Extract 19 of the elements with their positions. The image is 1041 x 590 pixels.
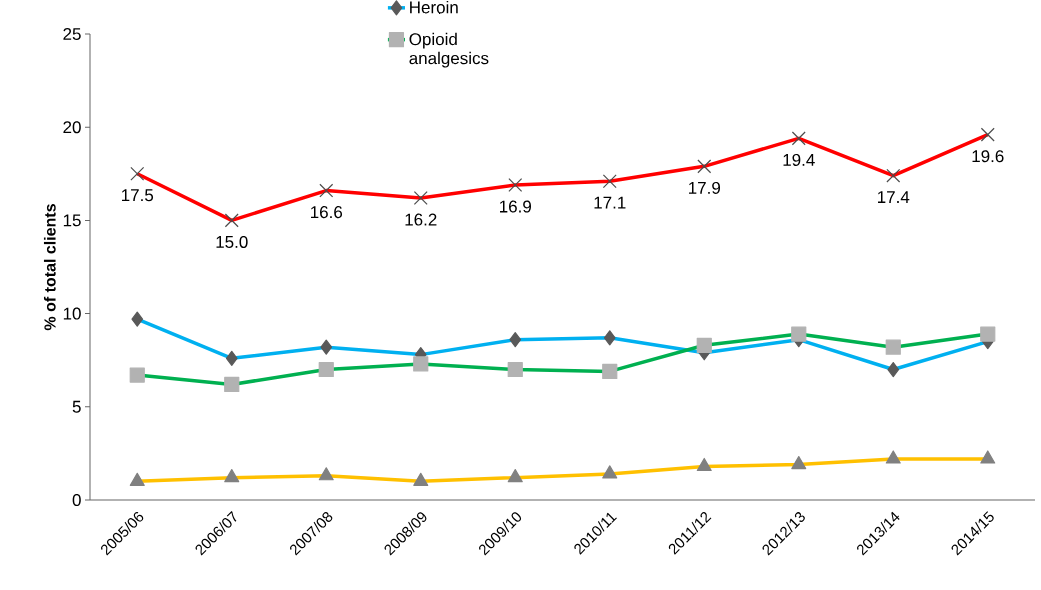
data-label: 19.4 — [783, 153, 815, 166]
data-label: 17.1 — [594, 196, 626, 209]
data-label: 17.4 — [878, 191, 910, 203]
y-tick-label: 20 — [63, 121, 81, 134]
y-tick-label: 25 — [63, 27, 81, 41]
y-tick-label: 15 — [63, 214, 81, 227]
data-label: 19.6 — [972, 150, 1004, 163]
legend-label: Opioid analgesics — [409, 32, 489, 68]
data-label: 16.2 — [405, 213, 437, 226]
data-label: 15.0 — [216, 235, 248, 248]
legend-label: Heroin — [410, 0, 458, 14]
data-label: 16.9 — [500, 200, 531, 213]
y-tick-label: 5 — [72, 400, 81, 413]
y-tick-label: 10 — [63, 307, 81, 320]
data-label: 17.5 — [122, 189, 154, 202]
y-tick-label: 0 — [72, 493, 81, 507]
y-axis-title: % of total clients — [43, 204, 56, 331]
data-label: 17.9 — [689, 181, 720, 194]
data-label: 16.6 — [311, 206, 343, 219]
